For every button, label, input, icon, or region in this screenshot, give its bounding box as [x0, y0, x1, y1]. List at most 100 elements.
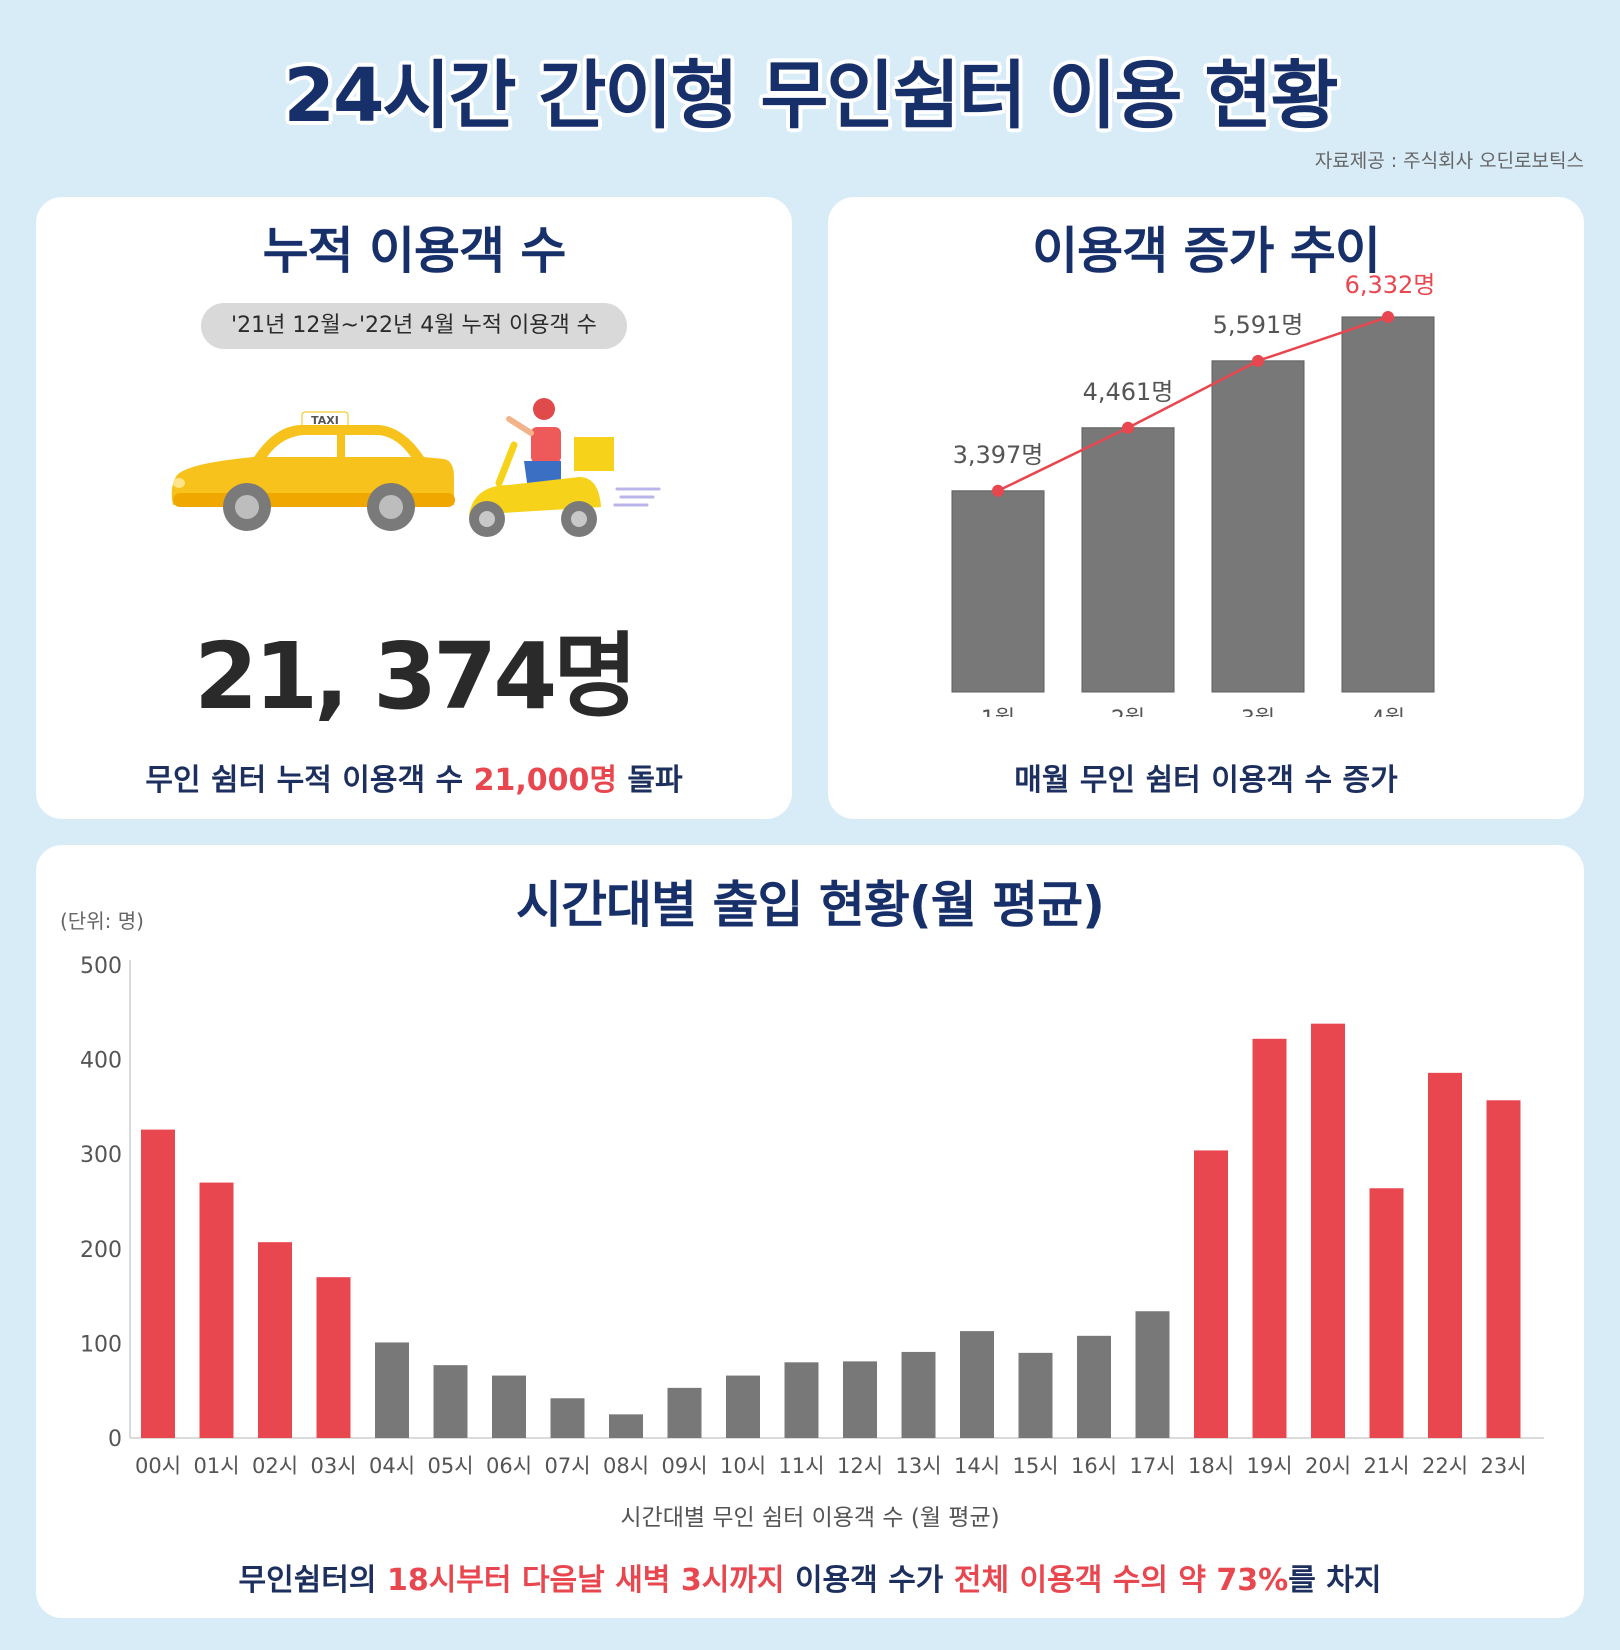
x-axis-label: 시간대별 무인 쉼터 이용객 수 (월 평균) [620, 1505, 999, 1531]
x-tick-label: 14시 [954, 1454, 1000, 1478]
hourly-bar [316, 1277, 351, 1438]
trend-x-tick: 1월 [981, 707, 1015, 717]
caption-text: 를 차지 [1288, 1563, 1382, 1598]
period-badge: '21년 12월~'22년 4월 누적 이용객 수 [201, 303, 627, 349]
x-tick-label: 18시 [1188, 1454, 1234, 1478]
hourly-caption: 무인쉼터의 18시부터 다음날 새벽 3시까지 이용객 수가 전체 이용객 수의… [36, 1555, 1584, 1599]
x-tick-label: 16시 [1071, 1454, 1117, 1478]
hourly-bar [1369, 1188, 1404, 1438]
trend-data-label: 6,332명 [1345, 271, 1436, 299]
x-tick-label: 10시 [720, 1454, 766, 1478]
x-tick-label: 06시 [486, 1454, 532, 1478]
hourly-bar [1018, 1352, 1053, 1438]
x-tick-label: 12시 [837, 1454, 883, 1478]
x-tick-label: 20시 [1305, 1454, 1351, 1478]
x-tick-label: 09시 [661, 1454, 707, 1478]
hourly-bar [843, 1361, 877, 1438]
x-tick-label: 22시 [1422, 1454, 1468, 1478]
x-tick-label: 07시 [544, 1454, 590, 1478]
trend-bar [1341, 316, 1435, 693]
hourly-bar [141, 1129, 175, 1438]
y-tick-label: 0 [108, 1427, 122, 1452]
taxi-icon: TAXI [171, 411, 455, 531]
x-tick-label: 02시 [252, 1454, 298, 1478]
trend-caption: 매월 무인 쉼터 이용객 수 증가 [1014, 763, 1398, 798]
x-tick-label: 13시 [895, 1454, 941, 1478]
hourly-bar [901, 1351, 936, 1438]
hourly-bar [199, 1182, 234, 1438]
hourly-bar [609, 1414, 643, 1438]
cumulative-card: 누적 이용객 수 '21년 12월~'22년 4월 누적 이용객 수 TAXI [36, 197, 792, 819]
hourly-bar [726, 1375, 760, 1438]
unit-label: (단위: 명) [60, 909, 144, 933]
trend-data-label: 4,461명 [1083, 378, 1174, 406]
delivery-scooter-icon [469, 398, 661, 537]
trend-point [1252, 354, 1264, 367]
x-tick-label: 21시 [1363, 1454, 1409, 1478]
hourly-bar [1194, 1150, 1228, 1438]
main-title: 24시간 간이형 무인쉼터 이용 현황 [283, 53, 1338, 139]
hourly-bar [550, 1398, 585, 1438]
trend-data-label: 3,397명 [953, 441, 1044, 469]
hourly-bar [1252, 1038, 1287, 1438]
x-tick-label: 15시 [1012, 1454, 1058, 1478]
trend-line [997, 315, 1389, 492]
caption-text: 이용객 수가 [784, 1563, 954, 1598]
hourly-bar [1135, 1311, 1170, 1438]
trend-x-tick: 3월 [1241, 707, 1275, 717]
hourly-bar [1428, 1072, 1462, 1438]
y-tick-label: 300 [80, 1143, 122, 1168]
x-tick-label: 08시 [603, 1454, 649, 1478]
trend-point [992, 484, 1004, 497]
hourly-bar [960, 1331, 994, 1438]
x-tick-label: 04시 [369, 1454, 415, 1478]
hourly-bar [1077, 1335, 1111, 1438]
y-tick-label: 200 [80, 1238, 122, 1263]
caption-text: 돌파 [616, 763, 683, 798]
trend-point [1382, 310, 1394, 323]
x-tick-label: 17시 [1129, 1454, 1175, 1478]
trend-chart: 1월 2월 3월 4월 3,397명 4,461명 5,591명 6,332명 [951, 271, 1436, 717]
caption-text: 무인 쉼터 누적 이용객 수 [145, 763, 474, 798]
cumulative-title: 누적 이용객 수 [262, 222, 567, 280]
source-credit: 자료제공 : 주식회사 오딘로보틱스 [1314, 150, 1584, 172]
trend-title: 이용객 증가 추이 [1032, 222, 1381, 280]
hourly-chart: (단위: 명) 0 100 200 300 400 500 00시 01시 02시 03시 04시 05… [60, 909, 1544, 1531]
hourly-card: 시간대별 출입 현황(월 평균) (단위: 명) 0 100 200 300 400 500… [36, 845, 1584, 1618]
x-tick-label: 01시 [193, 1454, 239, 1478]
trend-bar [951, 490, 1045, 693]
taxi-sign-label: TAXI [311, 414, 339, 427]
caption-text: 무인쉼터의 [238, 1563, 387, 1598]
hourly-bar [492, 1375, 526, 1438]
y-tick-label: 500 [80, 954, 122, 979]
y-tick-label: 100 [80, 1332, 122, 1357]
x-tick-label: 19시 [1246, 1454, 1292, 1478]
caption-highlight: 전체 이용객 수의 약 73% [953, 1563, 1289, 1598]
hourly-bar [258, 1242, 292, 1438]
trend-x-tick: 2월 [1111, 707, 1145, 717]
vehicles-illustration: TAXI [171, 398, 661, 537]
trend-bar [1211, 360, 1305, 693]
hourly-title: 시간대별 출입 현황(월 평균) [516, 876, 1105, 934]
trend-x-tick: 4월 [1371, 707, 1405, 717]
trend-point [1122, 421, 1134, 434]
caption-highlight: 21,000명 [473, 763, 617, 798]
trend-card: 이용객 증가 추이 1월 2월 3월 4월 3,397명 4,461명 5,591명 6,33… [828, 197, 1584, 819]
caption-highlight: 18시부터 다음날 새벽 3시까지 [386, 1563, 785, 1598]
hourly-bar [433, 1365, 468, 1438]
hourly-bar [375, 1342, 409, 1438]
cumulative-caption: 무인 쉼터 누적 이용객 수 21,000명 돌파 [36, 755, 792, 799]
x-tick-label: 11시 [778, 1454, 824, 1478]
hourly-bar [1486, 1100, 1521, 1438]
hourly-bar [667, 1387, 702, 1438]
hourly-bar [1311, 1023, 1345, 1438]
y-tick-label: 400 [80, 1049, 122, 1074]
hourly-bar [784, 1362, 819, 1438]
x-tick-label: 23시 [1480, 1454, 1526, 1478]
x-tick-label: 00시 [135, 1454, 181, 1478]
x-tick-label: 03시 [310, 1454, 356, 1478]
cumulative-total: 21, 374명 [194, 623, 638, 730]
x-tick-label: 05시 [427, 1454, 473, 1478]
trend-bar [1081, 427, 1175, 693]
trend-data-label: 5,591명 [1213, 311, 1304, 339]
